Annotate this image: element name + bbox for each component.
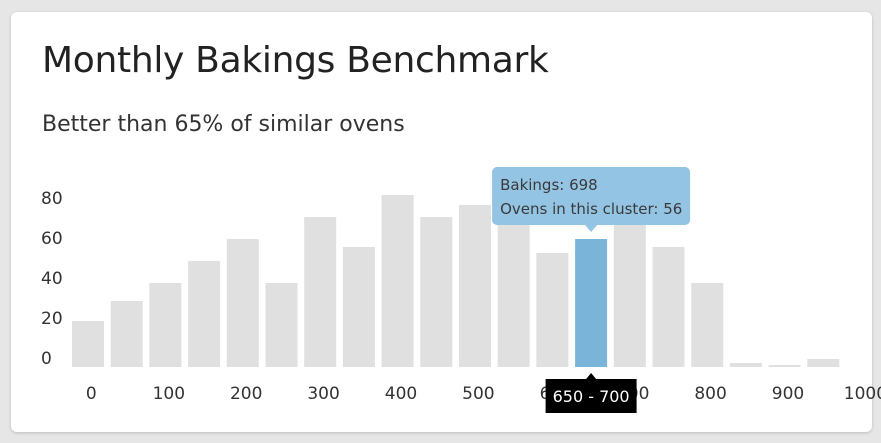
y-tick-label: 80	[41, 189, 63, 209]
bar[interactable]	[304, 217, 337, 367]
tooltip-ovens: Ovens in this cluster: 56	[500, 200, 682, 218]
bar[interactable]	[265, 283, 298, 367]
bar[interactable]	[459, 205, 491, 367]
x-tick-label: 100	[153, 384, 185, 404]
selected-bin-label: 650 - 700	[545, 373, 637, 413]
bars	[72, 193, 840, 367]
chart-title: Monthly Bakings Benchmark	[42, 40, 549, 81]
bar[interactable]	[342, 247, 375, 367]
bar[interactable]	[691, 283, 724, 367]
bar[interactable]	[110, 301, 143, 367]
bar[interactable]	[497, 223, 530, 367]
selected-bin-box	[545, 379, 637, 413]
selected-bin-text: 650 - 700	[553, 387, 630, 406]
bar[interactable]	[420, 217, 453, 367]
x-tick-label: 0	[86, 384, 97, 404]
y-tick-label: 40	[41, 269, 63, 289]
bar[interactable]	[807, 359, 840, 367]
bar[interactable]	[652, 247, 685, 367]
selected-bin-pointer	[586, 373, 597, 379]
y-tick-label: 20	[41, 309, 63, 329]
y-tick-label: 0	[41, 349, 52, 369]
bar[interactable]	[226, 239, 259, 367]
bar[interactable]	[149, 283, 182, 367]
tooltip-bakings: Bakings: 698	[500, 176, 598, 194]
bar[interactable]	[768, 365, 801, 367]
x-axis: 01002003004005006007008009001000	[86, 384, 881, 404]
x-tick-label: 1000	[844, 384, 881, 404]
bar[interactable]	[188, 261, 221, 367]
bar[interactable]	[381, 195, 414, 367]
x-tick-label: 500	[462, 384, 494, 404]
bar[interactable]	[536, 253, 569, 367]
x-tick-label: 300	[307, 384, 339, 404]
bar[interactable]	[729, 363, 762, 367]
y-axis: 0 20 40 60 80	[41, 189, 63, 369]
bar[interactable]	[72, 321, 104, 367]
tooltip-box	[492, 167, 691, 225]
y-tick-label: 60	[41, 229, 63, 249]
bar-highlighted[interactable]	[575, 239, 608, 367]
x-tick-label: 200	[230, 384, 262, 404]
x-tick-label: 900	[772, 384, 804, 404]
bar-tooltip: Bakings: 698 Ovens in this cluster: 56	[492, 167, 691, 232]
chart-subtitle: Better than 65% of similar ovens	[42, 112, 405, 137]
x-tick-label: 800	[694, 384, 726, 404]
tooltip-pointer	[585, 225, 598, 232]
x-tick-label: 400	[385, 384, 417, 404]
